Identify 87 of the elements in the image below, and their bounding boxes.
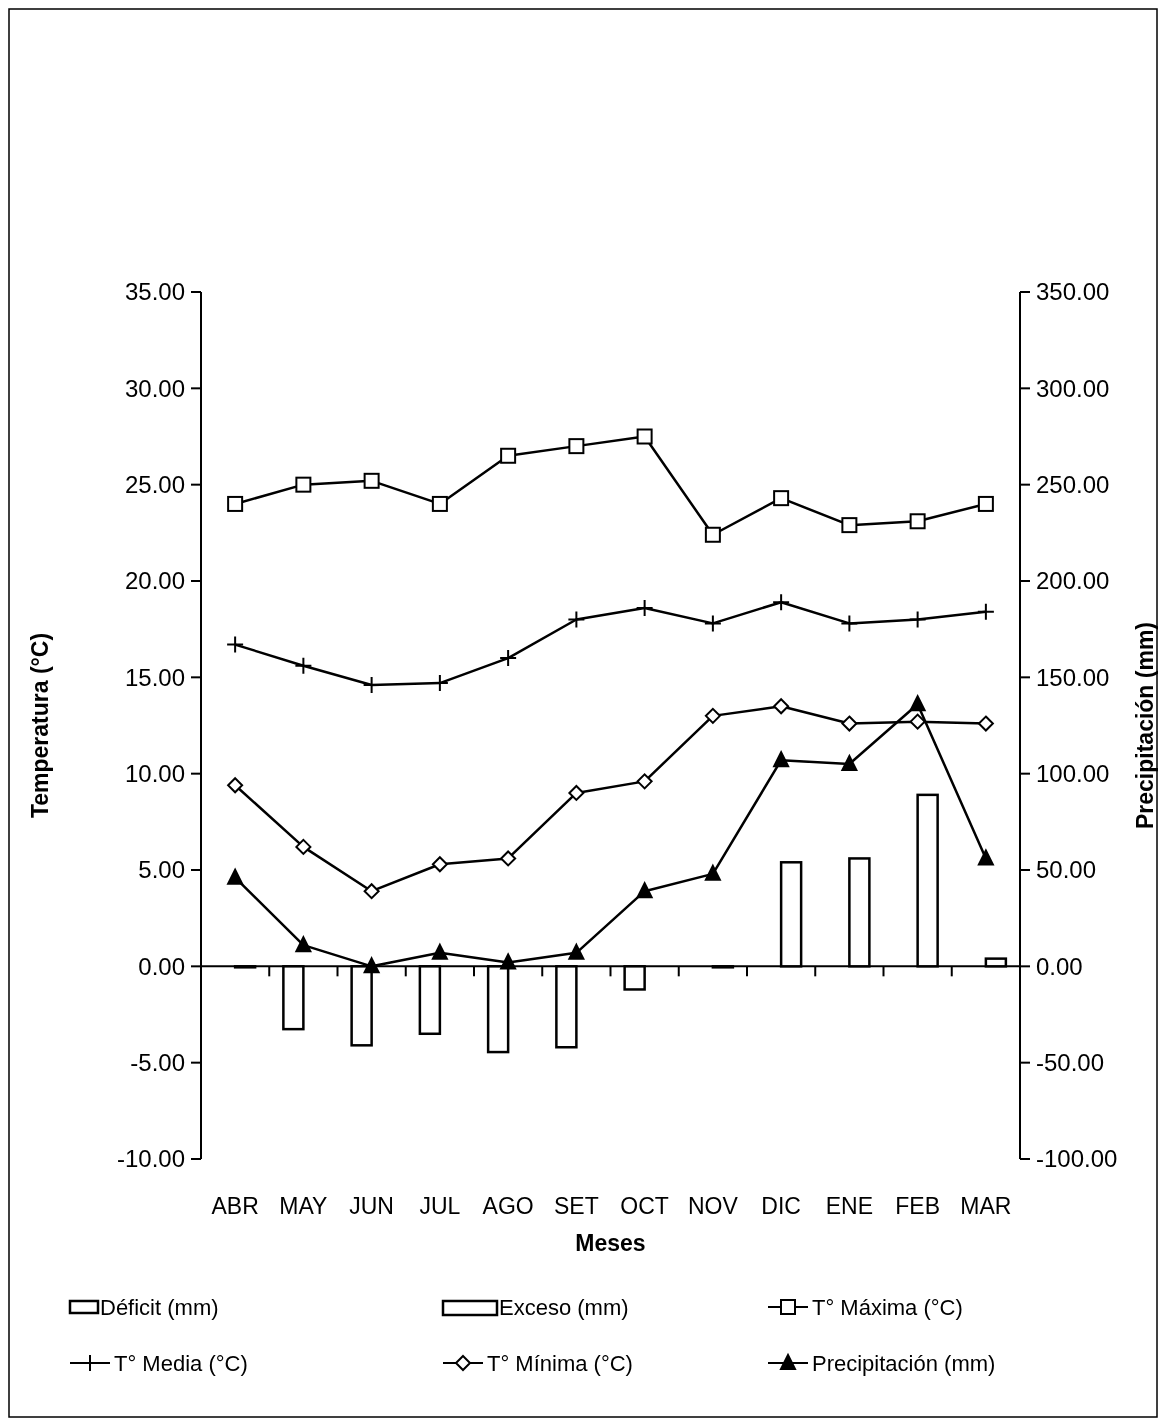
x-tick-label: ABR <box>211 1193 259 1219</box>
point <box>636 773 653 790</box>
point <box>977 495 994 512</box>
x-tick-label: MAR <box>960 1193 1012 1219</box>
y-tick-label: 10.00 <box>124 760 185 788</box>
point <box>568 784 585 801</box>
point <box>363 957 380 974</box>
x-tick-label: NOV <box>687 1193 739 1219</box>
y2-tick-label: 300.00 <box>1036 374 1110 402</box>
y-axis-title: Temperatura (°C) <box>27 632 53 819</box>
point <box>773 490 790 507</box>
y-tick-label: 15.00 <box>124 663 185 691</box>
y-tick-label: 20.00 <box>124 567 185 595</box>
point <box>499 649 518 668</box>
legend-label: Precipitación (mm) <box>812 1351 996 1376</box>
point <box>773 698 790 715</box>
y-tick-label: -10.00 <box>116 1145 185 1173</box>
y-tick-label: 35.00 <box>124 278 185 306</box>
y2-tick-label: -100.00 <box>1036 1145 1118 1173</box>
x-tick-label: DIC <box>761 1193 801 1219</box>
x-tick-label: AGO <box>482 1193 534 1219</box>
point <box>976 602 995 621</box>
y-tick-label: 5.00 <box>138 856 185 884</box>
point <box>227 868 244 885</box>
y-tick-label: 0.00 <box>138 952 185 980</box>
point <box>704 707 721 724</box>
point <box>363 472 380 489</box>
point <box>977 849 994 866</box>
legend-label: T° Media (°C) <box>114 1351 248 1376</box>
y2-tick-label: 0.00 <box>1036 952 1083 980</box>
x-tick-label: ENE <box>825 1193 874 1219</box>
point <box>500 447 517 464</box>
point <box>295 936 312 953</box>
point <box>500 850 517 867</box>
y-tick-label: 25.00 <box>124 471 185 499</box>
x-tick-label: OCT <box>620 1193 669 1219</box>
point <box>568 943 585 960</box>
point <box>841 517 858 534</box>
x-tick-label: JUN <box>349 1193 394 1219</box>
point <box>431 495 448 512</box>
y2-tick-label: 50.00 <box>1036 856 1097 884</box>
point <box>227 495 244 512</box>
point <box>840 614 859 633</box>
x-tick-label: SET <box>554 1193 599 1219</box>
point <box>226 635 245 654</box>
point <box>636 882 653 899</box>
point <box>704 526 721 543</box>
x-tick-label: JUL <box>419 1193 461 1219</box>
y2-tick-label: 350.00 <box>1036 278 1110 306</box>
point <box>636 428 653 445</box>
point <box>431 943 448 960</box>
point <box>500 953 517 970</box>
point <box>568 438 585 455</box>
y2-tick-label: 150.00 <box>1036 663 1110 691</box>
y2-tick-label: 200.00 <box>1036 567 1110 595</box>
point <box>295 476 312 493</box>
y2-tick-label: 100.00 <box>1036 760 1110 788</box>
point <box>908 610 927 629</box>
y-tick-label: -5.00 <box>130 1049 185 1077</box>
point <box>772 593 791 612</box>
point <box>635 598 654 617</box>
point <box>703 614 722 633</box>
x-axis-title: Meses <box>575 1230 646 1256</box>
point <box>295 838 312 855</box>
point <box>977 715 994 732</box>
point <box>909 695 926 712</box>
x-tick-label: FEB <box>895 1193 940 1219</box>
y2-tick-label: 250.00 <box>1036 471 1110 499</box>
point <box>704 864 721 881</box>
legend-label: Exceso (mm) <box>499 1295 629 1320</box>
legend-label: Déficit (mm) <box>100 1295 219 1320</box>
point <box>773 751 790 768</box>
point <box>363 883 380 900</box>
point <box>841 715 858 732</box>
point <box>909 713 926 730</box>
y-tick-label: 30.00 <box>124 374 185 402</box>
x-tick-label: MAY <box>279 1193 328 1219</box>
y2-axis-title: Precipitación (mm) <box>1132 621 1158 830</box>
point <box>567 610 586 629</box>
legend-label: T° Mínima (°C) <box>487 1351 633 1376</box>
point <box>841 755 858 772</box>
point <box>909 513 926 530</box>
point <box>294 656 313 675</box>
point <box>227 777 244 794</box>
legend-label: T° Máxima (°C) <box>812 1295 963 1320</box>
point <box>431 856 448 873</box>
y2-tick-label: -50.00 <box>1036 1049 1105 1077</box>
